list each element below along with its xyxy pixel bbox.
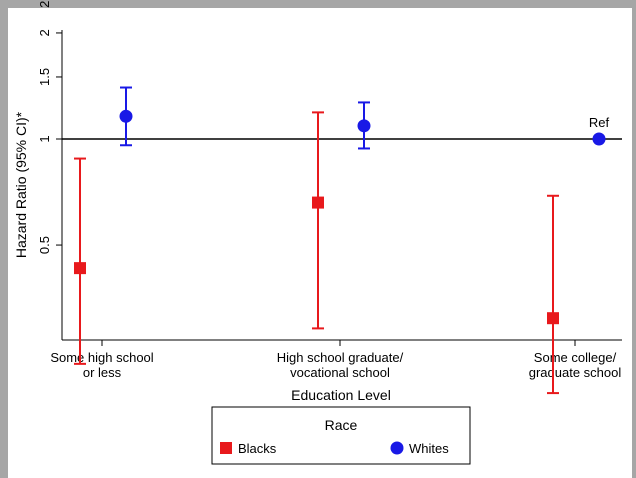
- y-axis-title: Hazard Ratio (95% CI)*: [13, 111, 29, 258]
- point-marker: [547, 312, 559, 325]
- point-annotation: Ref: [589, 115, 610, 130]
- y-tick-label: 1: [37, 135, 52, 142]
- y-tick-label: 2: [37, 29, 52, 36]
- legend-title: Race: [325, 417, 358, 433]
- x-tick-label: Some high school: [50, 350, 153, 365]
- point-marker: [357, 119, 371, 133]
- y-tick-label: 1.5: [37, 68, 52, 86]
- point-marker: [592, 132, 606, 146]
- x-axis-title: Education Level: [291, 387, 391, 403]
- point-marker: [74, 262, 86, 275]
- legend-swatch-whites: [390, 441, 404, 455]
- legend-box: [211, 406, 471, 465]
- point-marker: [119, 109, 133, 123]
- y-ticks: 0.5 1 1.5 2 2.5: [37, 0, 62, 254]
- x-tick-label: vocational school: [290, 365, 390, 380]
- x-tick-label: graduate school: [529, 365, 622, 380]
- x-tick-label: or less: [83, 365, 122, 380]
- legend-label-whites: Whites: [409, 441, 449, 456]
- data-marks: Ref: [74, 86, 610, 395]
- y-tick-label: 2.5: [37, 0, 52, 8]
- legend-swatch-blacks: [220, 442, 232, 454]
- y-tick-label: 0.5: [37, 236, 52, 254]
- x-tick-label: Some college/: [534, 350, 617, 365]
- legend: Race Blacks Whites: [211, 406, 471, 465]
- legend-label-blacks: Blacks: [238, 441, 277, 456]
- point-marker: [312, 196, 324, 209]
- x-tick-label: High school graduate/: [277, 350, 404, 365]
